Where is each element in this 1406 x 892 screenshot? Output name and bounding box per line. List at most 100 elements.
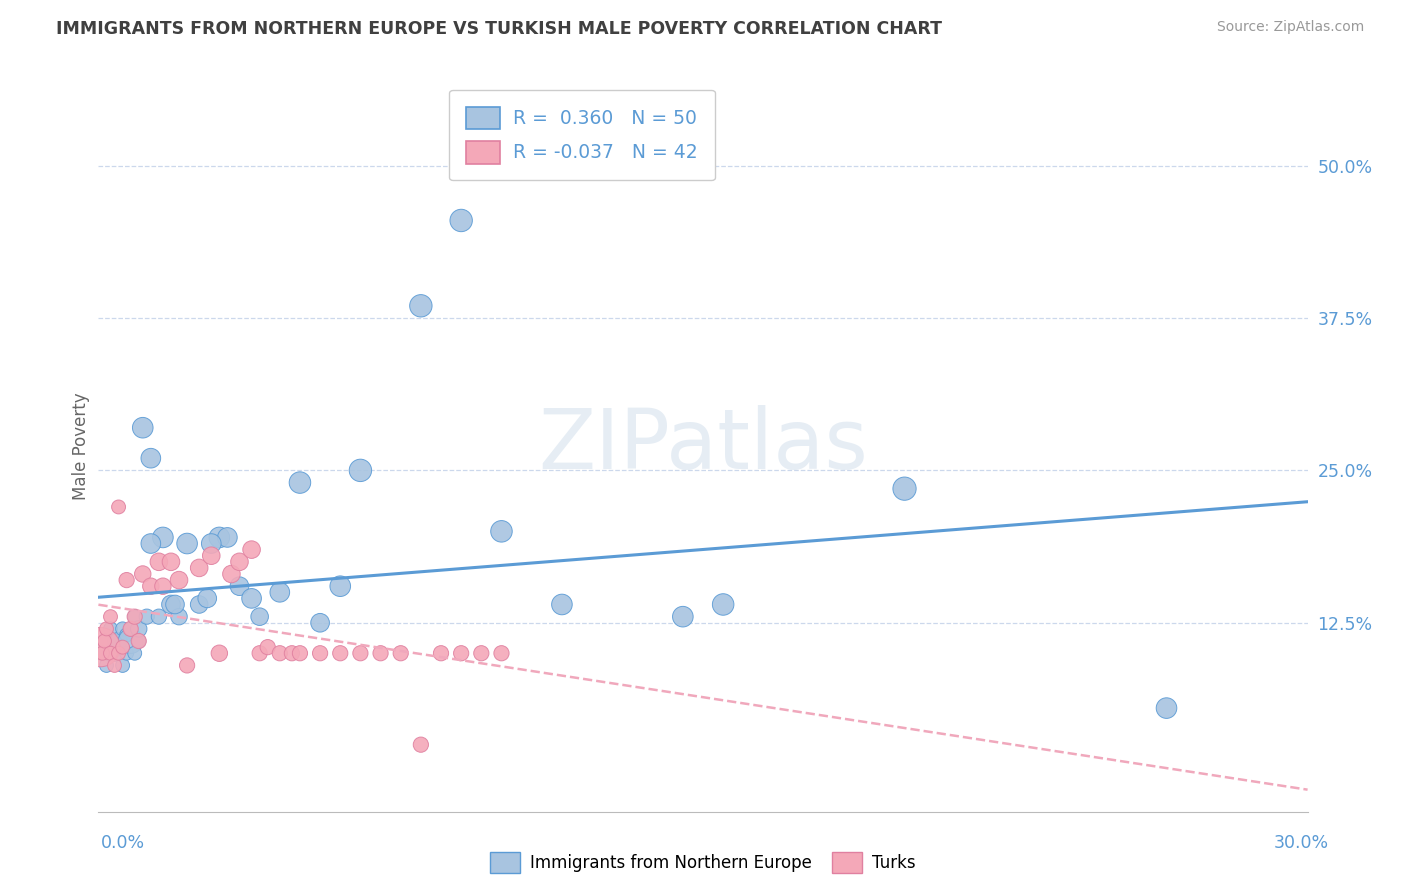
Point (152, 579, 174, 593)
Point (309, 646, 332, 660)
Point (115, 573, 138, 587)
Point (111, 622, 134, 636)
Point (256, 640, 278, 655)
Text: 0.0%: 0.0% (101, 834, 145, 852)
Point (163, 598, 186, 612)
Point (160, 598, 183, 612)
Point (217, 530, 239, 544)
Point (139, 579, 162, 593)
Legend: R =  0.360   N = 50, R = -0.037   N = 42: R = 0.360 N = 50, R = -0.037 N = 42 (450, 90, 714, 180)
Point (329, 579, 352, 593)
Point (409, 299, 432, 313)
Point (107, 500, 129, 514)
Point (96, 622, 118, 636)
Point (90, 646, 112, 660)
Point (349, 463, 371, 477)
Point (120, 622, 142, 636)
Text: Source: ZipAtlas.com: Source: ZipAtlas.com (1216, 20, 1364, 34)
Point (269, 585, 291, 599)
Point (128, 634, 150, 648)
Point (430, 646, 453, 660)
Point (139, 451, 162, 466)
Point (188, 561, 211, 575)
Point (176, 536, 198, 550)
Point (195, 591, 218, 606)
Point (93, 634, 115, 648)
Point (167, 573, 190, 587)
Point (139, 536, 162, 550)
Point (115, 646, 138, 660)
Point (240, 542, 263, 557)
Point (96, 658, 118, 673)
Point (893, 482, 915, 496)
Point (148, 609, 170, 624)
Point (470, 646, 492, 660)
Point (132, 567, 155, 582)
Point (103, 634, 125, 648)
Point (208, 530, 231, 544)
Point (128, 622, 150, 636)
Point (409, 738, 432, 752)
Point (91, 646, 114, 660)
Point (228, 555, 250, 569)
Point (100, 646, 122, 660)
Point (135, 609, 157, 624)
Point (269, 646, 291, 660)
Point (124, 609, 146, 624)
Point (100, 609, 122, 624)
Point (551, 598, 574, 612)
Point (107, 646, 129, 660)
Point (148, 555, 170, 569)
Point (228, 579, 250, 593)
Point (124, 609, 146, 624)
Point (107, 640, 129, 655)
Point (240, 591, 263, 606)
Point (450, 213, 472, 227)
Point (281, 646, 304, 660)
Point (111, 658, 134, 673)
Point (115, 628, 138, 642)
Point (160, 555, 183, 569)
Point (132, 421, 155, 435)
Point (491, 646, 513, 660)
Point (103, 646, 125, 660)
Point (200, 536, 222, 550)
Point (107, 634, 129, 648)
Point (89, 640, 111, 655)
Point (370, 646, 392, 660)
Point (491, 524, 513, 539)
Point (167, 609, 190, 624)
Point (93, 634, 115, 648)
Point (349, 646, 371, 660)
Point (176, 658, 198, 673)
Point (100, 646, 122, 660)
Y-axis label: Male Poverty: Male Poverty (72, 392, 90, 500)
Point (309, 615, 332, 630)
Point (128, 634, 150, 648)
Legend: Immigrants from Northern Europe, Turks: Immigrants from Northern Europe, Turks (484, 846, 922, 880)
Text: IMMIGRANTS FROM NORTHERN EUROPE VS TURKISH MALE POVERTY CORRELATION CHART: IMMIGRANTS FROM NORTHERN EUROPE VS TURKI… (56, 20, 942, 37)
Point (221, 567, 243, 582)
Point (103, 658, 125, 673)
Point (120, 634, 142, 648)
Point (124, 646, 146, 660)
Point (111, 640, 134, 655)
Point (249, 609, 271, 624)
Text: ZIPatlas: ZIPatlas (538, 406, 868, 486)
Point (389, 646, 412, 660)
Point (672, 609, 695, 624)
Point (288, 646, 311, 660)
Point (288, 475, 311, 490)
Point (100, 622, 122, 636)
Point (188, 598, 211, 612)
Point (200, 549, 222, 563)
Point (152, 530, 174, 544)
Point (329, 646, 352, 660)
Point (1156, 701, 1178, 715)
Point (711, 598, 734, 612)
Point (120, 622, 142, 636)
Text: 30.0%: 30.0% (1274, 834, 1329, 852)
Point (249, 646, 271, 660)
Point (208, 646, 231, 660)
Point (450, 646, 472, 660)
